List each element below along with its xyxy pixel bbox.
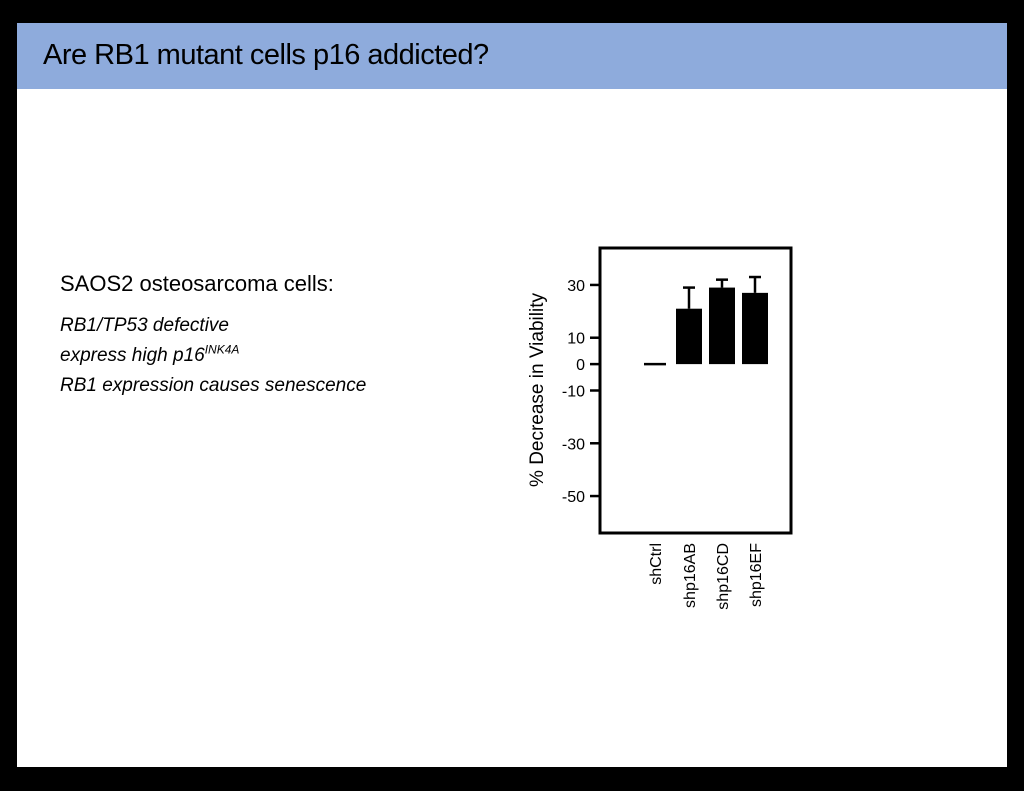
subheading: SAOS2 osteosarcoma cells:: [60, 271, 334, 296]
line-2-text: express high p16: [60, 345, 205, 366]
bar-shp16CD: [709, 287, 735, 365]
x-tick-label: shp16EF: [748, 543, 765, 607]
y-axis-label: % Decrease in Viability: [527, 293, 548, 487]
slide-title: Are RB1 mutant cells p16 addicted?: [43, 39, 489, 71]
superscript: INK4A: [204, 342, 240, 357]
y-tick-label: 10: [567, 331, 585, 348]
title-bar: Are RB1 mutant cells p16 addicted?: [17, 23, 1007, 89]
x-tick-label: shp16AB: [682, 543, 699, 608]
y-tick-label: -10: [562, 384, 585, 401]
y-tick-label: -30: [562, 436, 585, 453]
bar-shp16AB: [676, 308, 702, 365]
slide: Are RB1 mutant cells p16 addicted? SAOS2…: [17, 23, 1007, 767]
x-tick-label: shp16CD: [715, 543, 732, 610]
line-3: RB1 expression causes senescence: [60, 375, 367, 396]
y-tick-label: 30: [567, 278, 585, 295]
x-tick-label: shCtrl: [648, 543, 665, 585]
description-lines: RB1/TP53 defective express high p16INK4A…: [60, 311, 366, 401]
y-tick-label: 0: [576, 357, 585, 374]
line-2: express high p16INK4A: [60, 341, 366, 371]
y-tick-label: -50: [562, 489, 585, 506]
plot-frame: [598, 246, 793, 535]
bar-shp16EF: [742, 292, 768, 365]
line-1: RB1/TP53 defective: [60, 315, 229, 336]
